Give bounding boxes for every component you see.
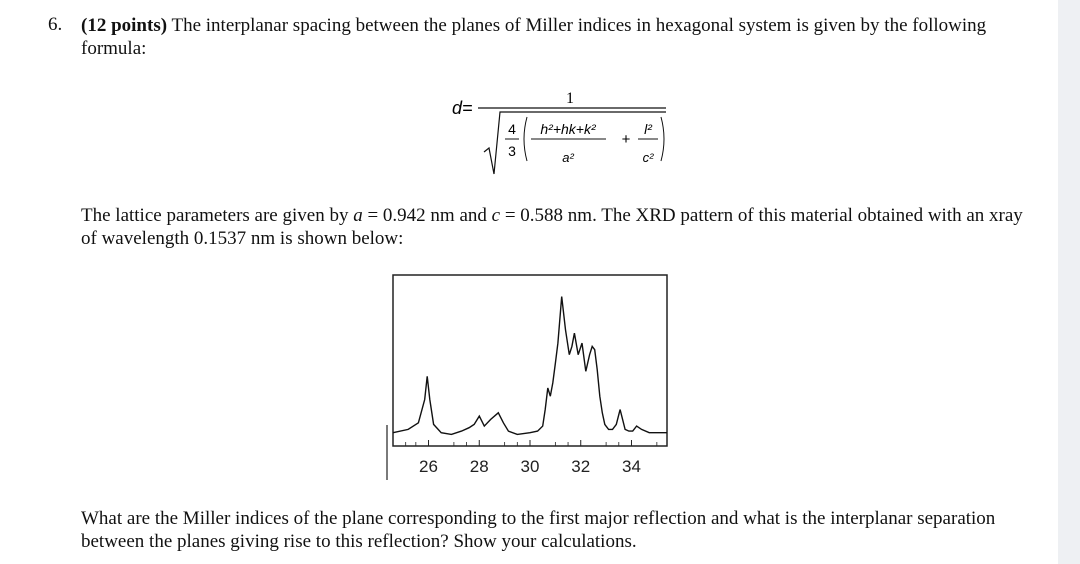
right-paren bbox=[660, 116, 665, 162]
left-paren bbox=[523, 116, 528, 162]
question-intro: (12 points) The interplanar spacing betw… bbox=[81, 14, 1041, 60]
frac-3: 3 bbox=[508, 143, 516, 159]
right-scrollbar-panel bbox=[1058, 0, 1080, 564]
x-tick-label: 32 bbox=[571, 457, 590, 476]
formula-lhs: d= bbox=[452, 98, 473, 118]
c-squared: c² bbox=[643, 150, 655, 165]
interplanar-spacing-formula: d= 1 4 3 h²+hk+k² a² + l² c² bbox=[452, 90, 666, 175]
lattice-parameters-text: The lattice parameters are given by a = … bbox=[81, 204, 1041, 250]
hkl-numerator: h²+hk+k² bbox=[540, 121, 597, 137]
a-squared: a² bbox=[562, 150, 574, 165]
question-number: 6. bbox=[48, 14, 63, 35]
x-tick-label: 30 bbox=[521, 457, 540, 476]
a-value-text: = 0.942 nm and bbox=[362, 205, 492, 226]
l-squared: l² bbox=[644, 121, 653, 137]
x-tick-label: 26 bbox=[419, 457, 438, 476]
intro-text: The interplanar spacing between the plan… bbox=[81, 15, 987, 59]
x-tick-label: 34 bbox=[622, 457, 641, 476]
xrd-intensity-series bbox=[392, 296, 667, 436]
a-symbol: a bbox=[353, 205, 363, 226]
xrd-pattern-chart: 26 28 30 32 34 bbox=[386, 274, 668, 480]
x-tick-label: 28 bbox=[470, 457, 489, 476]
formula-numerator: 1 bbox=[566, 90, 574, 107]
points-label: (12 points) bbox=[81, 15, 168, 36]
frac-4: 4 bbox=[508, 121, 516, 137]
c-value-text: = 0.588 nm. The XRD pattern of this mate… bbox=[81, 205, 1023, 249]
radical-sign bbox=[483, 111, 666, 175]
plot-frame bbox=[392, 274, 668, 447]
c-symbol: c bbox=[491, 205, 501, 226]
lattice-text-1: The lattice parameters are given by bbox=[81, 205, 354, 226]
plus-sign: + bbox=[622, 131, 631, 148]
final-question: What are the Miller indices of the plane… bbox=[81, 508, 996, 552]
